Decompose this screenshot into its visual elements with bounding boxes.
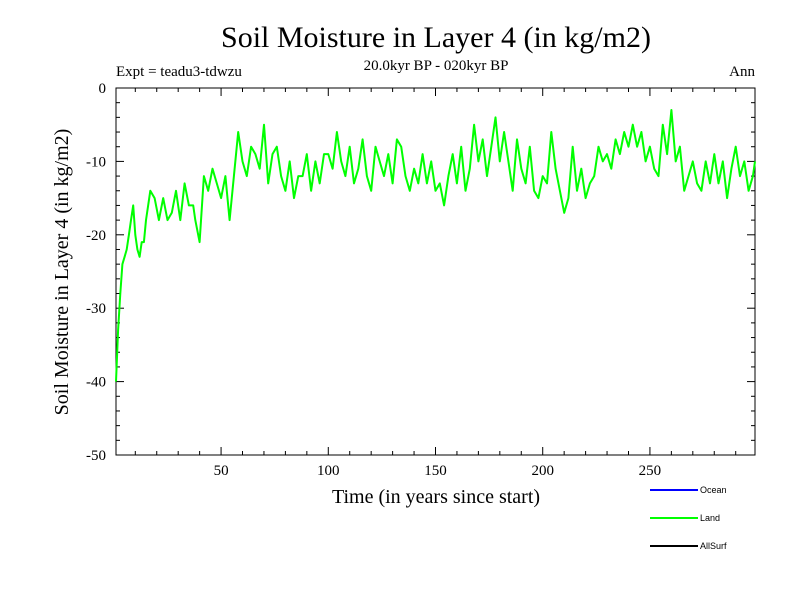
y-axis-title: Soil Moisture in Layer 4 (in kg/m2) — [51, 129, 73, 416]
legend: Ocean Land AllSurf — [650, 485, 727, 551]
x-tick-label: 150 — [424, 463, 447, 479]
y-tick-label: -10 — [86, 154, 106, 170]
period-label: Ann — [729, 64, 755, 80]
x-tick-label: 200 — [531, 463, 554, 479]
plot-frame — [115, 87, 756, 456]
chart-title: Soil Moisture in Layer 4 (in kg/m2) — [221, 21, 651, 54]
y-tick-label: -20 — [86, 228, 106, 244]
chart-subtitle: 20.0kyr BP - 020kyr BP — [364, 58, 509, 74]
y-tick-label: -30 — [86, 301, 106, 317]
y-tick-label: 0 — [99, 81, 107, 97]
x-tick-labels: 50 100 150 200 250 — [214, 463, 662, 479]
legend-label-ocean: Ocean — [700, 485, 727, 495]
y-tick-labels: 0 -10 -20 -30 -40 -50 — [86, 81, 106, 464]
legend-label-land: Land — [700, 513, 720, 523]
y-tick-label: -40 — [86, 375, 106, 391]
series-line-land — [115, 109, 756, 382]
legend-label-allsurf: AllSurf — [700, 541, 727, 551]
x-tick-label: 250 — [639, 463, 662, 479]
x-axis-title: Time (in years since start) — [332, 486, 540, 508]
x-tick-label: 100 — [317, 463, 340, 479]
y-tick-label: -50 — [86, 448, 106, 464]
axis-ticks — [116, 87, 755, 456]
expt-label: Expt = teadu3-tdwzu — [116, 64, 242, 80]
x-tick-label: 50 — [214, 463, 229, 479]
